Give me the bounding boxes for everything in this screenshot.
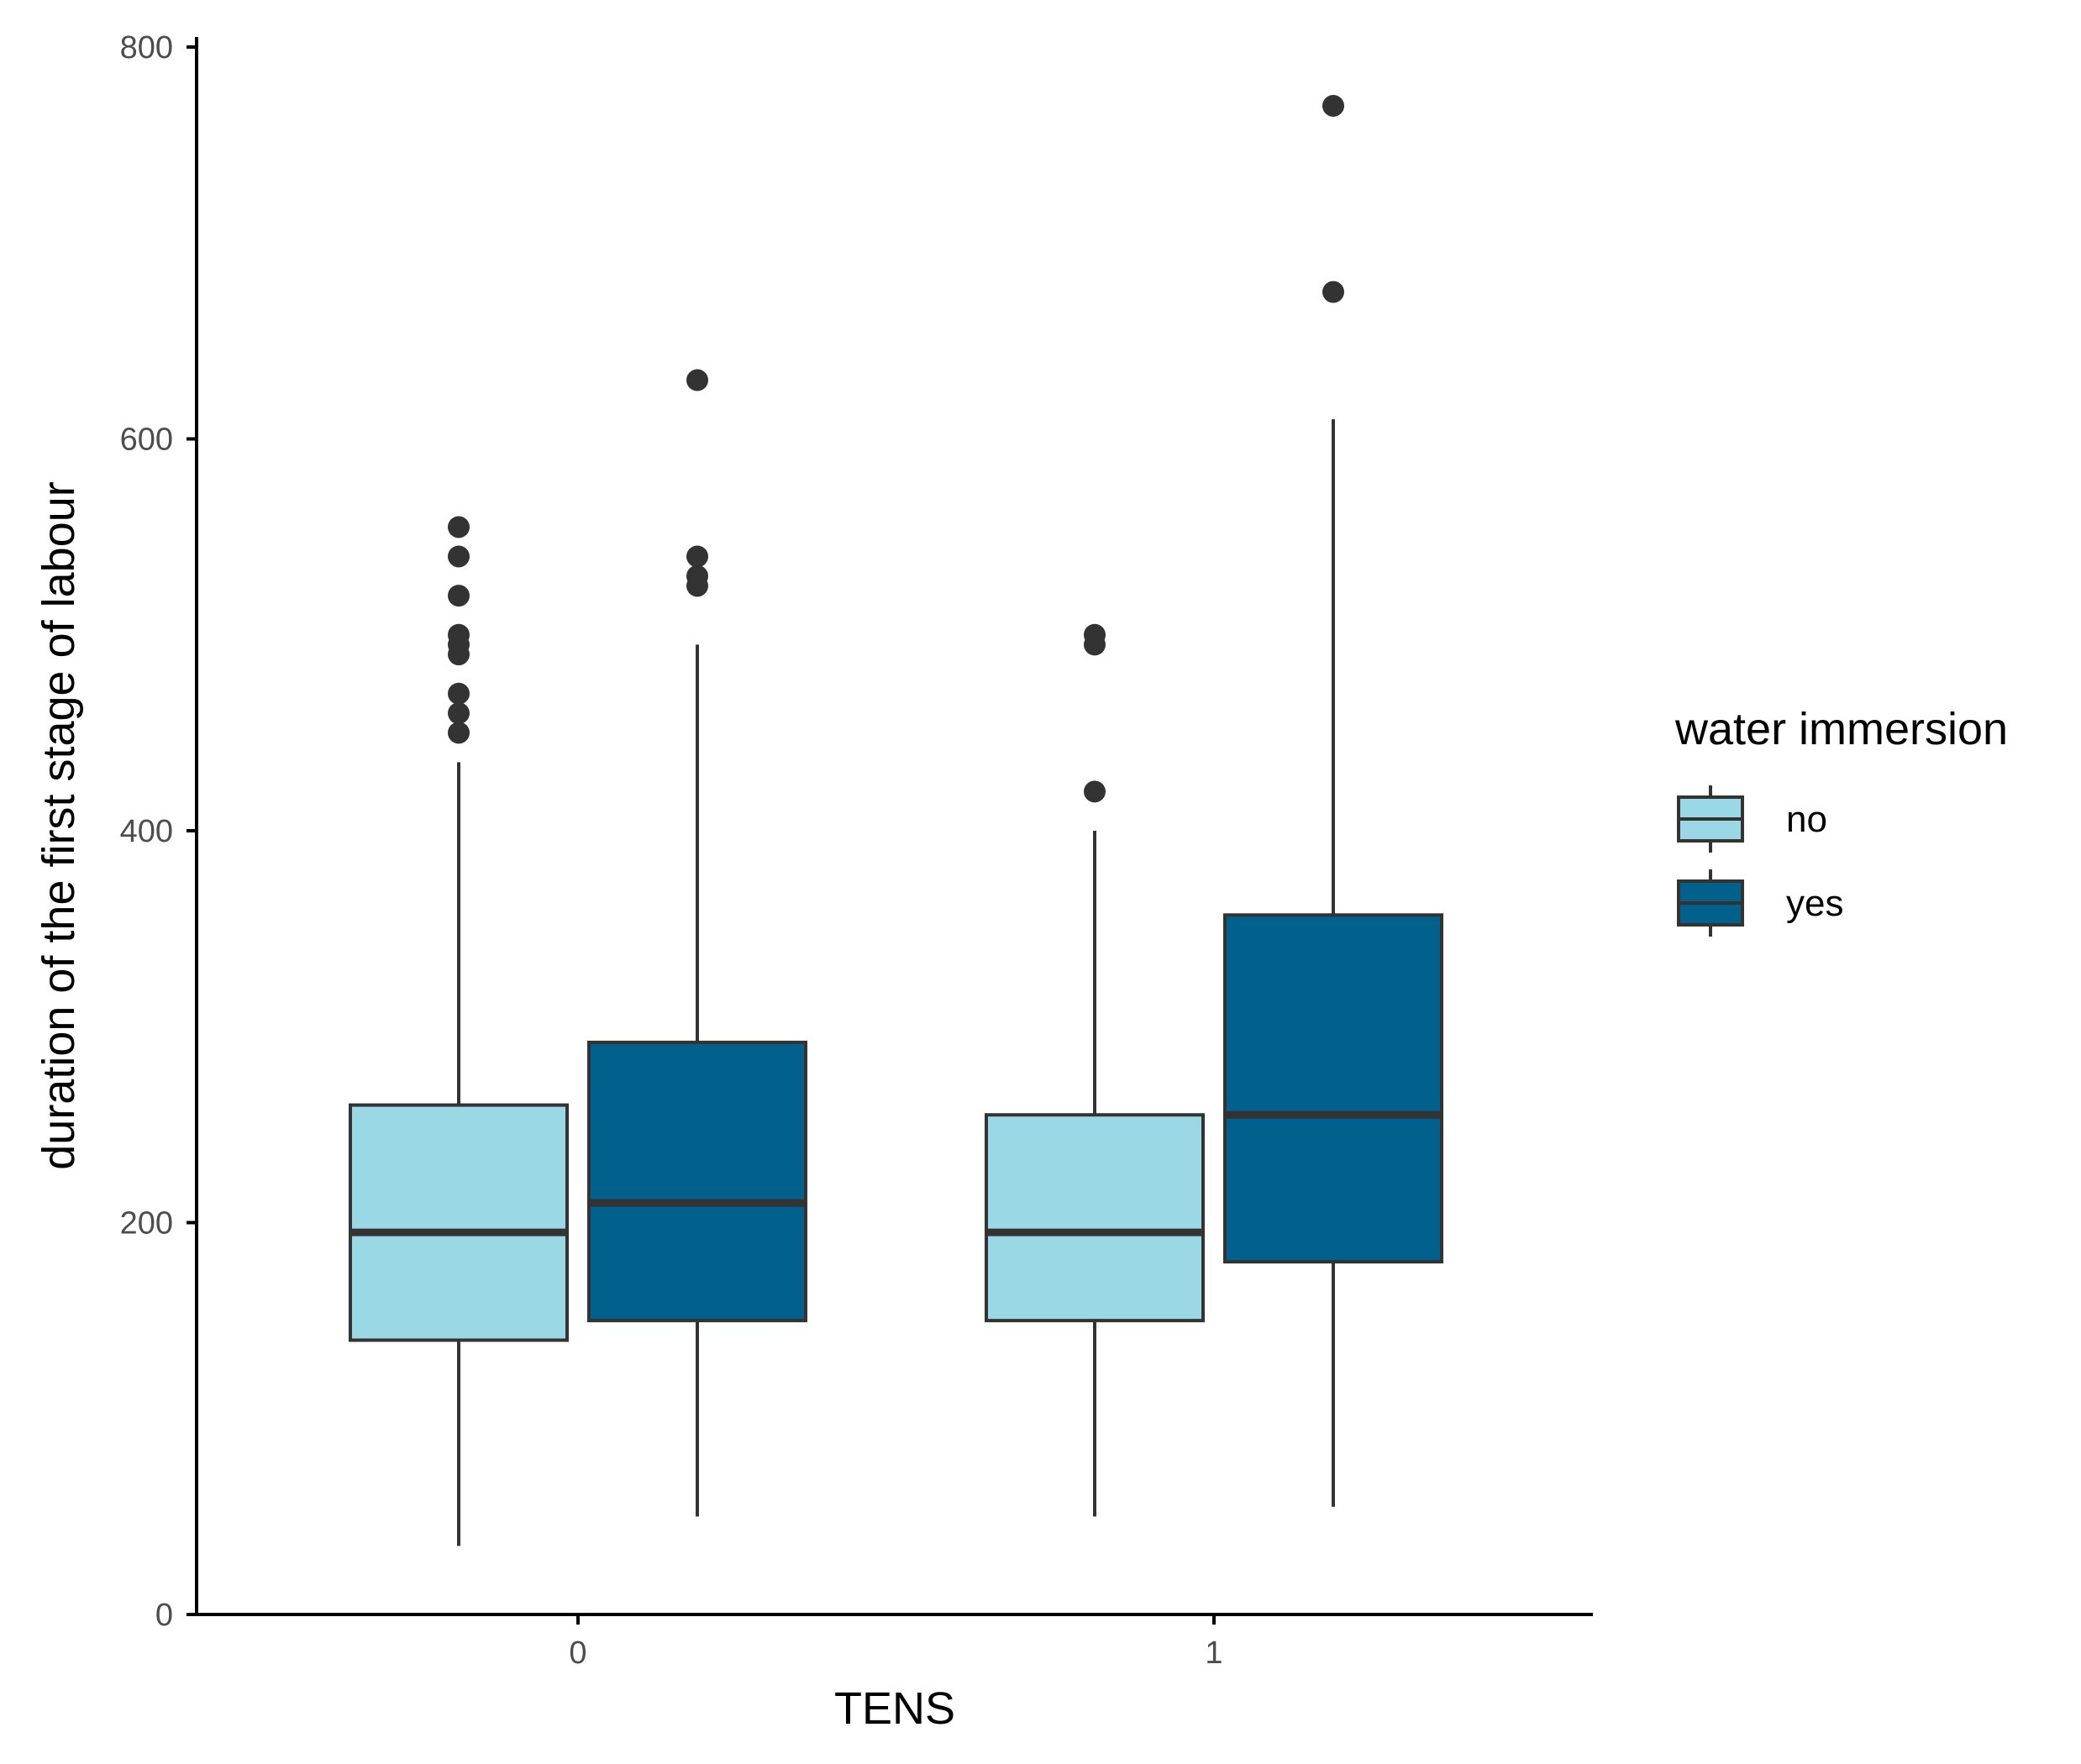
outlier-point <box>1084 780 1106 803</box>
outlier-point <box>448 623 470 646</box>
outlier-point <box>1322 94 1344 117</box>
box-iqr <box>1223 913 1443 1264</box>
legend-item-yes: yes <box>1677 869 1843 937</box>
outlier-point <box>1322 281 1344 303</box>
legend-title: water immersion <box>1674 704 2008 754</box>
outlier-point <box>448 702 470 725</box>
box-no-tens-1 <box>985 623 1205 1517</box>
outlier-point <box>686 369 708 391</box>
x-tick-label: 1 <box>1205 1635 1222 1671</box>
y-tick-label: 0 <box>155 1598 173 1633</box>
box-iqr <box>587 1040 807 1323</box>
x-tick-label: 0 <box>569 1635 586 1671</box>
box-yes-tens-0 <box>587 369 807 1517</box>
outlier-point <box>686 564 708 587</box>
y-tick-label: 600 <box>120 423 173 458</box>
y-axis-title: duration of the first stage of labour <box>34 481 84 1170</box>
outlier-point <box>448 516 470 538</box>
box-iqr <box>349 1103 569 1342</box>
outlier-point <box>1084 623 1106 646</box>
legend-item-no: no <box>1677 785 1827 853</box>
outlier-point <box>686 545 708 568</box>
outlier-point <box>448 545 470 568</box>
outlier-point <box>448 722 470 744</box>
legend-label: no <box>1786 799 1827 840</box>
box-iqr <box>985 1113 1205 1323</box>
outlier-point <box>448 682 470 705</box>
x-axis-title: TENS <box>834 1683 955 1734</box>
box-yes-tens-1 <box>1223 94 1443 1507</box>
y-tick-label: 400 <box>120 814 173 849</box>
box-no-tens-0 <box>349 516 569 1546</box>
legend-label: yes <box>1786 883 1843 924</box>
y-ticks: 0 200 400 600 800 <box>120 30 197 1633</box>
legend: water immersion no yes <box>1674 704 2008 937</box>
y-tick-label: 200 <box>120 1206 173 1242</box>
plot-area <box>349 94 1443 1546</box>
y-tick-label: 800 <box>120 30 173 66</box>
outlier-point <box>448 585 470 607</box>
